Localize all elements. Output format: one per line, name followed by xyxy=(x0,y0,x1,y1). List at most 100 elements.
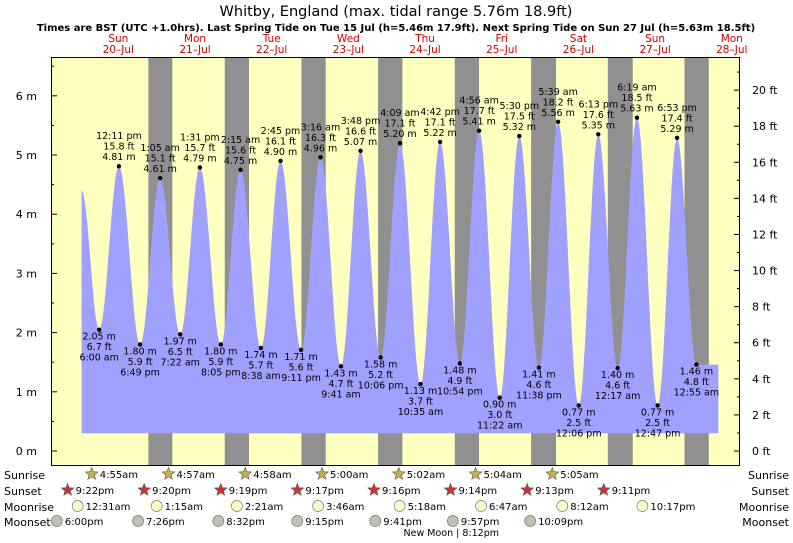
astro-row-label-right: Moonrise xyxy=(739,501,789,514)
moonset-time: 7:26pm xyxy=(146,517,185,528)
sunset-star-icon xyxy=(596,482,611,496)
sunrise-time: 4:57am xyxy=(176,470,214,481)
tide-label: 16.6 ft xyxy=(345,126,376,137)
tide-label: 4.96 m xyxy=(304,143,337,154)
astro-row-label-right: Sunset xyxy=(751,485,789,498)
tide-label: 5.9 ft xyxy=(208,357,233,368)
tide-label: 3.0 ft xyxy=(487,410,512,421)
tide-point xyxy=(437,139,443,145)
tide-label: 5.29 m xyxy=(660,124,693,135)
day-date: 27–Jul xyxy=(639,44,670,56)
tide-label: 17.1 ft xyxy=(425,117,456,128)
sunset-star-icon xyxy=(367,482,381,496)
tide-label: 17.4 ft xyxy=(662,113,693,124)
tide-label: 17.5 ft xyxy=(504,112,535,123)
tide-label: 11:22 am xyxy=(477,421,522,432)
moonrise-time: 2:21am xyxy=(245,502,283,513)
tide-label: 1.13 m xyxy=(404,386,437,397)
sunset-event: 9:22pm xyxy=(60,482,114,497)
moonset-time: 10:09pm xyxy=(538,517,583,528)
tide-label: 15.1 ft xyxy=(145,154,176,165)
sunrise-star-icon xyxy=(315,466,329,480)
day-weekday: Sun xyxy=(645,33,665,45)
sunset-star-icon xyxy=(137,482,152,496)
tide-label: 4:09 am xyxy=(380,108,419,119)
sunset-star-icon xyxy=(60,482,75,496)
sunrise-event: 4:57am xyxy=(161,466,215,481)
sunrise-time: 5:05am xyxy=(560,470,598,481)
tide-label: 5.9 ft xyxy=(128,357,153,368)
moonset-event: 9:15pm xyxy=(291,515,344,528)
tide-label: 12:06 pm xyxy=(556,428,602,439)
moonset-icon xyxy=(132,515,144,527)
tide-label: 6:13 pm xyxy=(578,99,618,110)
tide-label: 1.58 m xyxy=(364,359,397,370)
moonrise-icon xyxy=(475,500,487,512)
moonrise-time: 6:47am xyxy=(489,502,527,513)
tide-label: 4.75 m xyxy=(224,156,257,167)
sunset-time: 9:14pm xyxy=(459,486,498,497)
day-weekday: Wed xyxy=(337,33,360,45)
tide-point xyxy=(197,165,203,170)
tide-point xyxy=(298,347,304,352)
moonrise-icon xyxy=(71,500,84,512)
tide-label: 1.48 m xyxy=(443,365,476,376)
tide-label: 1:05 am xyxy=(140,143,179,154)
y-tick-label-ft: 14 ft xyxy=(752,192,778,205)
tide-label: 2.05 m xyxy=(82,332,115,343)
moonrise-icon xyxy=(636,500,649,512)
low-tide-marker: 1.97 m6.5 ft7:22 am xyxy=(161,332,200,368)
moonrise-time: 3:46am xyxy=(326,502,364,513)
sunrise-star-icon xyxy=(545,466,560,480)
day-weekday: Mon xyxy=(721,33,743,45)
moonrise-event: 5:18am xyxy=(393,500,446,513)
y-tick-label-ft: 6 ft xyxy=(752,337,771,350)
y-tick-label-m: 2 m xyxy=(16,327,37,340)
tide-point xyxy=(258,345,264,351)
tide-point xyxy=(157,175,163,181)
tide-label: 12:11 pm xyxy=(96,131,142,142)
sunrise-event: 5:00am xyxy=(315,466,368,481)
plot-border xyxy=(51,57,740,466)
moonset-time: 9:15pm xyxy=(305,517,344,528)
tide-label: 4.81 m xyxy=(102,152,135,163)
y-tick-label-ft: 4 ft xyxy=(752,373,771,386)
tide-point xyxy=(96,327,102,332)
tide-label: 1.80 m xyxy=(123,346,156,357)
moonrise-time: 12:31am xyxy=(86,502,131,513)
tide-label: 5.20 m xyxy=(383,129,416,140)
y-tick-label-m: 0 m xyxy=(16,445,37,458)
sunset-time: 9:20pm xyxy=(152,486,191,497)
tide-label: 15.6 ft xyxy=(225,145,256,156)
tide-label: 12:47 pm xyxy=(635,428,681,439)
moonset-event: 8:32pm xyxy=(212,515,265,528)
tide-label: 15.7 ft xyxy=(184,143,215,154)
tide-label: 4.90 m xyxy=(264,147,297,158)
low-tide-marker: 1.80 m5.9 ft8:05 pm xyxy=(201,342,241,378)
astro-row-label-left: Sunrise xyxy=(4,469,45,482)
tide-label: 8:38 am xyxy=(241,371,280,382)
tide-label: 5.7 ft xyxy=(248,360,273,371)
moonrise-icon xyxy=(150,500,163,512)
moonset-time: 8:32pm xyxy=(226,517,265,528)
tide-label: 5:30 pm xyxy=(499,101,539,112)
tide-label: 9:11 pm xyxy=(281,373,321,384)
sunrise-time: 5:00am xyxy=(330,470,368,481)
sunset-event: 9:14pm xyxy=(443,482,498,497)
tide-label: 1.46 m xyxy=(680,367,713,378)
sunrise-time: 4:55am xyxy=(100,470,138,481)
tide-height-area xyxy=(81,117,719,434)
tide-label: 16.1 ft xyxy=(265,136,296,147)
day-date: 21–Jul xyxy=(179,44,210,56)
